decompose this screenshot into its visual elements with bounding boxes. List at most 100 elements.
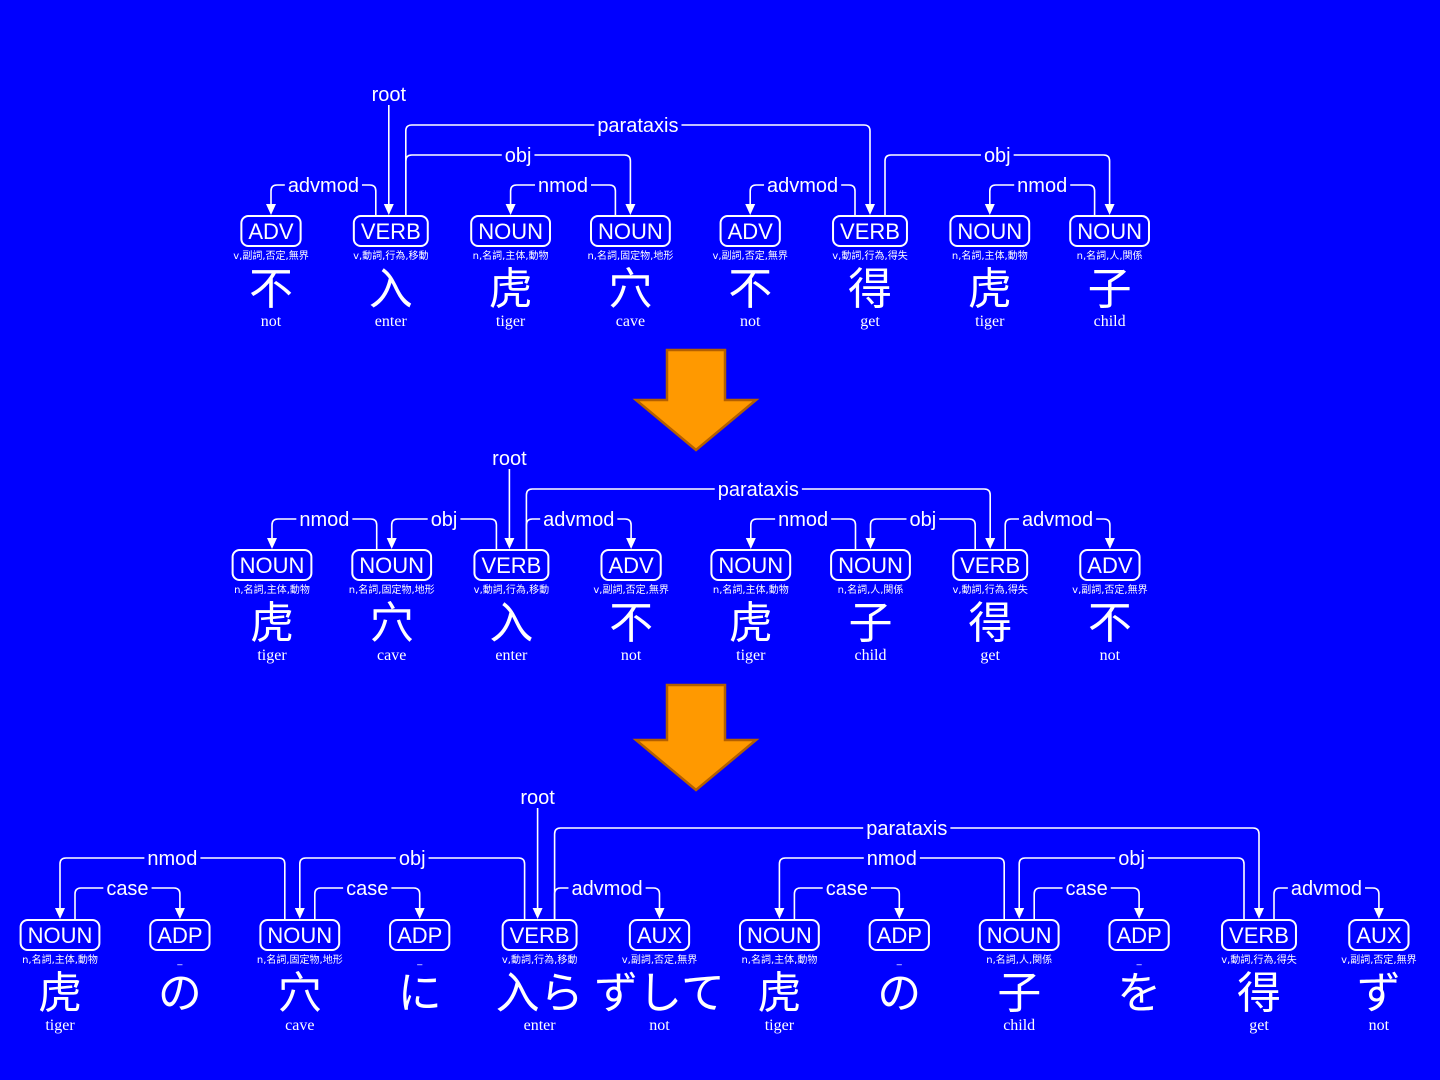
gloss: get [980,647,1000,664]
pos-tag-box [231,549,313,581]
root-label: root [372,84,407,106]
pos-tag: NOUN [1077,219,1142,244]
pos-tag-box [352,215,429,247]
gloss: tiger [257,647,287,664]
relation-label: case [1066,878,1108,900]
pos-tag-box [949,215,1031,247]
feature-label: v,副詞,否定,無界 [622,953,697,966]
arrowhead-icon [1254,908,1264,919]
feature-label: v,副詞,否定,無界 [593,583,668,596]
root-label: root [492,448,527,470]
word: 虎 [757,968,801,1019]
relation-label-bg [1018,507,1097,531]
pos-tag: NOUN [987,923,1052,948]
gloss: cave [377,647,406,664]
arrowhead-icon [984,204,995,215]
pos-tag-box [501,919,578,951]
pos-tag: AUX [1356,923,1402,948]
dependency-arc: advmod [745,173,856,216]
word: 不 [728,264,772,315]
relation-label-bg [1014,173,1071,197]
pos-tag: NOUN [240,553,305,578]
pos-tag: ADV [1087,553,1133,578]
feature-label: v,動詞,行為,移動 [353,249,428,262]
arrowhead-icon [267,538,277,549]
pos-tag: NOUN [28,923,93,948]
word: の [877,968,921,1019]
word: 穴 [370,598,414,649]
pos-tag: ADP [397,923,442,948]
feature-label: v,動詞,行為,得失 [832,249,907,262]
arrowhead-icon [505,204,516,215]
relation-label-bg [284,173,362,197]
feature-label: _ [176,955,183,966]
feature-label: v,動詞,行為,得失 [952,583,1027,596]
relation-label-bg [534,173,592,197]
word: 虎 [38,968,82,1019]
relation-label-bg [343,876,392,900]
pos-tag-box [19,919,101,951]
dependency-arc: obj [294,846,526,920]
pos-tag: NOUN [747,923,812,948]
pos-tag: NOUN [718,553,783,578]
pos-tag: NOUN [267,923,332,948]
arrowhead-icon [386,538,397,549]
pos-tag-box [470,215,551,247]
dependency-arc: parataxis [553,816,1264,920]
dependency-arc: obj [865,507,976,550]
gloss: not [649,1017,670,1034]
word: 穴 [278,968,322,1019]
pos-tag-box [1348,919,1410,951]
word: 得 [968,598,1012,649]
word: 不 [1088,598,1132,649]
pos-tag: ADV [608,553,654,578]
relation-label: parataxis [866,818,947,840]
dependency-arc: obj [386,507,498,550]
pos-tag: ADP [877,923,922,948]
relation-label-bg [296,507,353,531]
pos-tag-box [1079,549,1141,581]
dependency-arc: nmod [505,173,617,216]
arrowhead-icon [414,908,425,919]
dependency-arc: advmod [266,173,377,216]
relation-label-bg [863,846,920,870]
relation-label-bg [1115,846,1148,870]
relation-label-bg [822,876,871,900]
relation-label: nmod [778,509,828,531]
gloss: get [1249,1017,1269,1034]
pos-tag-box [832,215,908,247]
down-arrow-icon [632,348,760,452]
pos-tag-box [830,549,911,581]
relation-label: case [826,878,868,900]
dependency-arc: case [793,876,905,920]
word: 子 [849,598,893,649]
pos-tag-box [259,919,341,951]
relation-label-bg [568,876,646,900]
feature-label: _ [416,955,423,966]
relation-label: advmod [1022,509,1093,531]
relation-label: nmod [299,509,349,531]
feature-label: n,名詞,固定物,地形 [257,953,343,966]
arrowhead-icon [504,538,515,549]
root-label: root [520,787,555,809]
pos-tag-box [1069,215,1150,247]
dependency-tree-reordered: NOUNn,名詞,主体,動物虎tigerNOUNn,名詞,固定物,地形穴cave… [231,448,1148,664]
relation-label: advmod [1291,878,1362,900]
relation-label: nmod [538,175,588,197]
gloss: enter [375,313,408,330]
gloss: tiger [496,313,526,330]
pos-tag: NOUN [478,219,543,244]
pos-tag-box [600,549,662,581]
